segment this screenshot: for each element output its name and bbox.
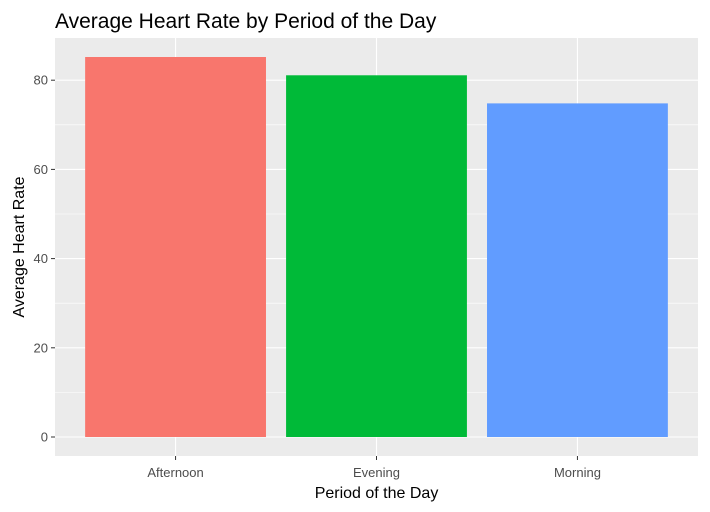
y-axis-title: Average Heart Rate <box>11 176 28 317</box>
y-tick-label: 60 <box>34 162 48 177</box>
y-tick-label: 0 <box>41 430 48 445</box>
bar-morning <box>487 103 668 437</box>
bar-afternoon <box>85 57 266 437</box>
bar-evening <box>286 75 467 438</box>
y-tick-label: 40 <box>34 251 48 266</box>
y-axis: 0 20 40 60 80 <box>34 73 55 445</box>
y-tick-label: 20 <box>34 340 48 355</box>
x-axis-title: Period of the Day <box>315 485 439 502</box>
chart-title: Average Heart Rate by Period of the Day <box>55 10 437 33</box>
x-tick-label: Morning <box>554 465 601 480</box>
bars <box>85 57 668 438</box>
y-tick-label: 80 <box>34 73 48 88</box>
x-tick-label: Evening <box>353 465 400 480</box>
x-tick-label: Afternoon <box>147 465 203 480</box>
x-axis: Afternoon Evening Morning <box>147 456 601 480</box>
